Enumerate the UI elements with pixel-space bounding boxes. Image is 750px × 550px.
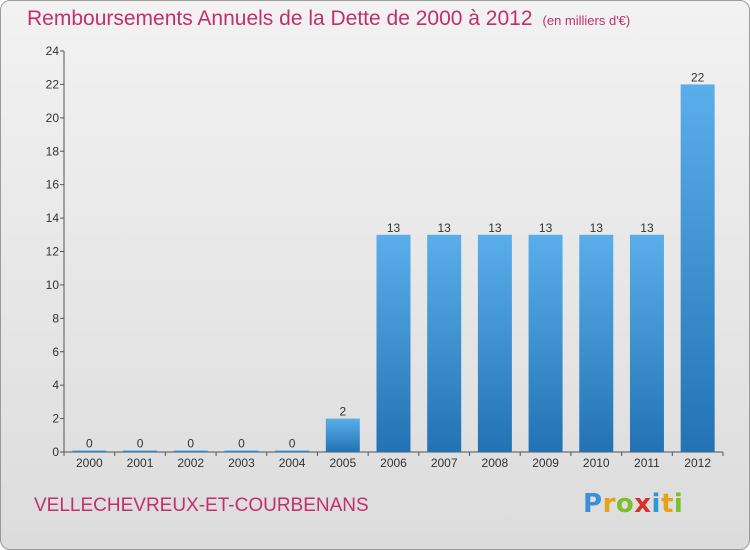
x-tick-label: 2003	[228, 456, 255, 470]
x-tick-label: 2009	[532, 456, 559, 470]
x-tick-label: 2005	[329, 456, 356, 470]
value-label-2002: 0	[187, 437, 194, 451]
bar-2003	[224, 450, 259, 452]
bar-2007	[427, 234, 462, 452]
y-tick-label: 8	[52, 311, 59, 325]
y-tick-label: 10	[46, 278, 60, 292]
bar-2004	[275, 450, 310, 452]
value-label-2011: 13	[640, 221, 654, 235]
logo-letter: o	[615, 489, 635, 519]
x-tick-label: 2011	[634, 456, 660, 470]
logo-letter: r	[602, 489, 616, 519]
chart-title-text: Remboursements Annuels de la Dette de 20…	[27, 7, 533, 30]
value-label-2003: 0	[238, 437, 245, 451]
value-label-2005: 2	[339, 405, 346, 419]
y-tick-label: 18	[46, 144, 60, 158]
bar-2001	[123, 450, 158, 452]
proxiti-logo[interactable]: Proxiti	[583, 489, 683, 519]
logo-letter: x	[634, 489, 652, 519]
value-labels: 0 0 0 0 0 2 13 13 13 13 13 13 22	[86, 70, 705, 450]
y-tick-label: 4	[52, 378, 59, 392]
y-tick-label: 16	[46, 178, 60, 192]
value-label-2007: 13	[438, 221, 452, 235]
logo-letter: t	[660, 489, 674, 519]
chart-unit: (en milliers d'€)	[542, 13, 631, 28]
y-tick-label: 12	[46, 245, 60, 259]
y-tick-label: 0	[52, 445, 59, 459]
x-tick-label: 2007	[431, 456, 458, 470]
commune-name: VELLECHEVREUX-ET-COURBENANS	[34, 495, 369, 516]
y-tick-label: 6	[52, 345, 59, 359]
y-tick-label: 2	[52, 412, 59, 426]
x-tick-label: 2002	[177, 456, 204, 470]
value-label-2008: 13	[488, 221, 502, 235]
chart-title: Remboursements Annuels de la Dette de 20…	[27, 7, 630, 31]
x-tick-label: 2006	[380, 456, 407, 470]
logo-letter: i	[651, 489, 661, 519]
value-label-2004: 0	[289, 437, 296, 451]
x-tick-label: 2001	[127, 456, 154, 470]
bars	[72, 84, 715, 453]
value-label-2009: 13	[539, 221, 553, 235]
bar-2011	[629, 234, 664, 452]
x-tick-label: 2010	[583, 456, 610, 470]
y-tick-label: 14	[46, 211, 60, 225]
logo-letter: P	[583, 489, 603, 519]
logo-letter: i	[673, 489, 684, 519]
x-tick-label: 2004	[279, 456, 306, 470]
bar-2008	[477, 234, 512, 452]
y-tick-label: 22	[46, 77, 60, 91]
bar-2010	[579, 234, 614, 452]
value-label-2006: 13	[387, 221, 401, 235]
value-label-2010: 13	[590, 221, 604, 235]
bar-2006	[376, 234, 411, 452]
value-label-2000: 0	[86, 437, 93, 451]
bar-2012	[680, 84, 715, 453]
y-tick-label: 24	[46, 44, 60, 58]
bar-2002	[173, 450, 208, 452]
bar-2005	[325, 418, 360, 452]
x-tick-label: 2008	[482, 456, 509, 470]
x-tick-label: 2000	[76, 456, 103, 470]
value-label-2001: 0	[137, 437, 144, 451]
x-axis: 2000 2001 2002 2003 2004 2005 2006 2007 2008 2009…	[63, 451, 724, 470]
bar-2000	[72, 450, 107, 452]
x-tick-label: 2012	[684, 456, 711, 470]
bar-2009	[528, 234, 563, 452]
value-label-2012: 22	[691, 70, 705, 84]
y-tick-label: 20	[46, 111, 60, 125]
